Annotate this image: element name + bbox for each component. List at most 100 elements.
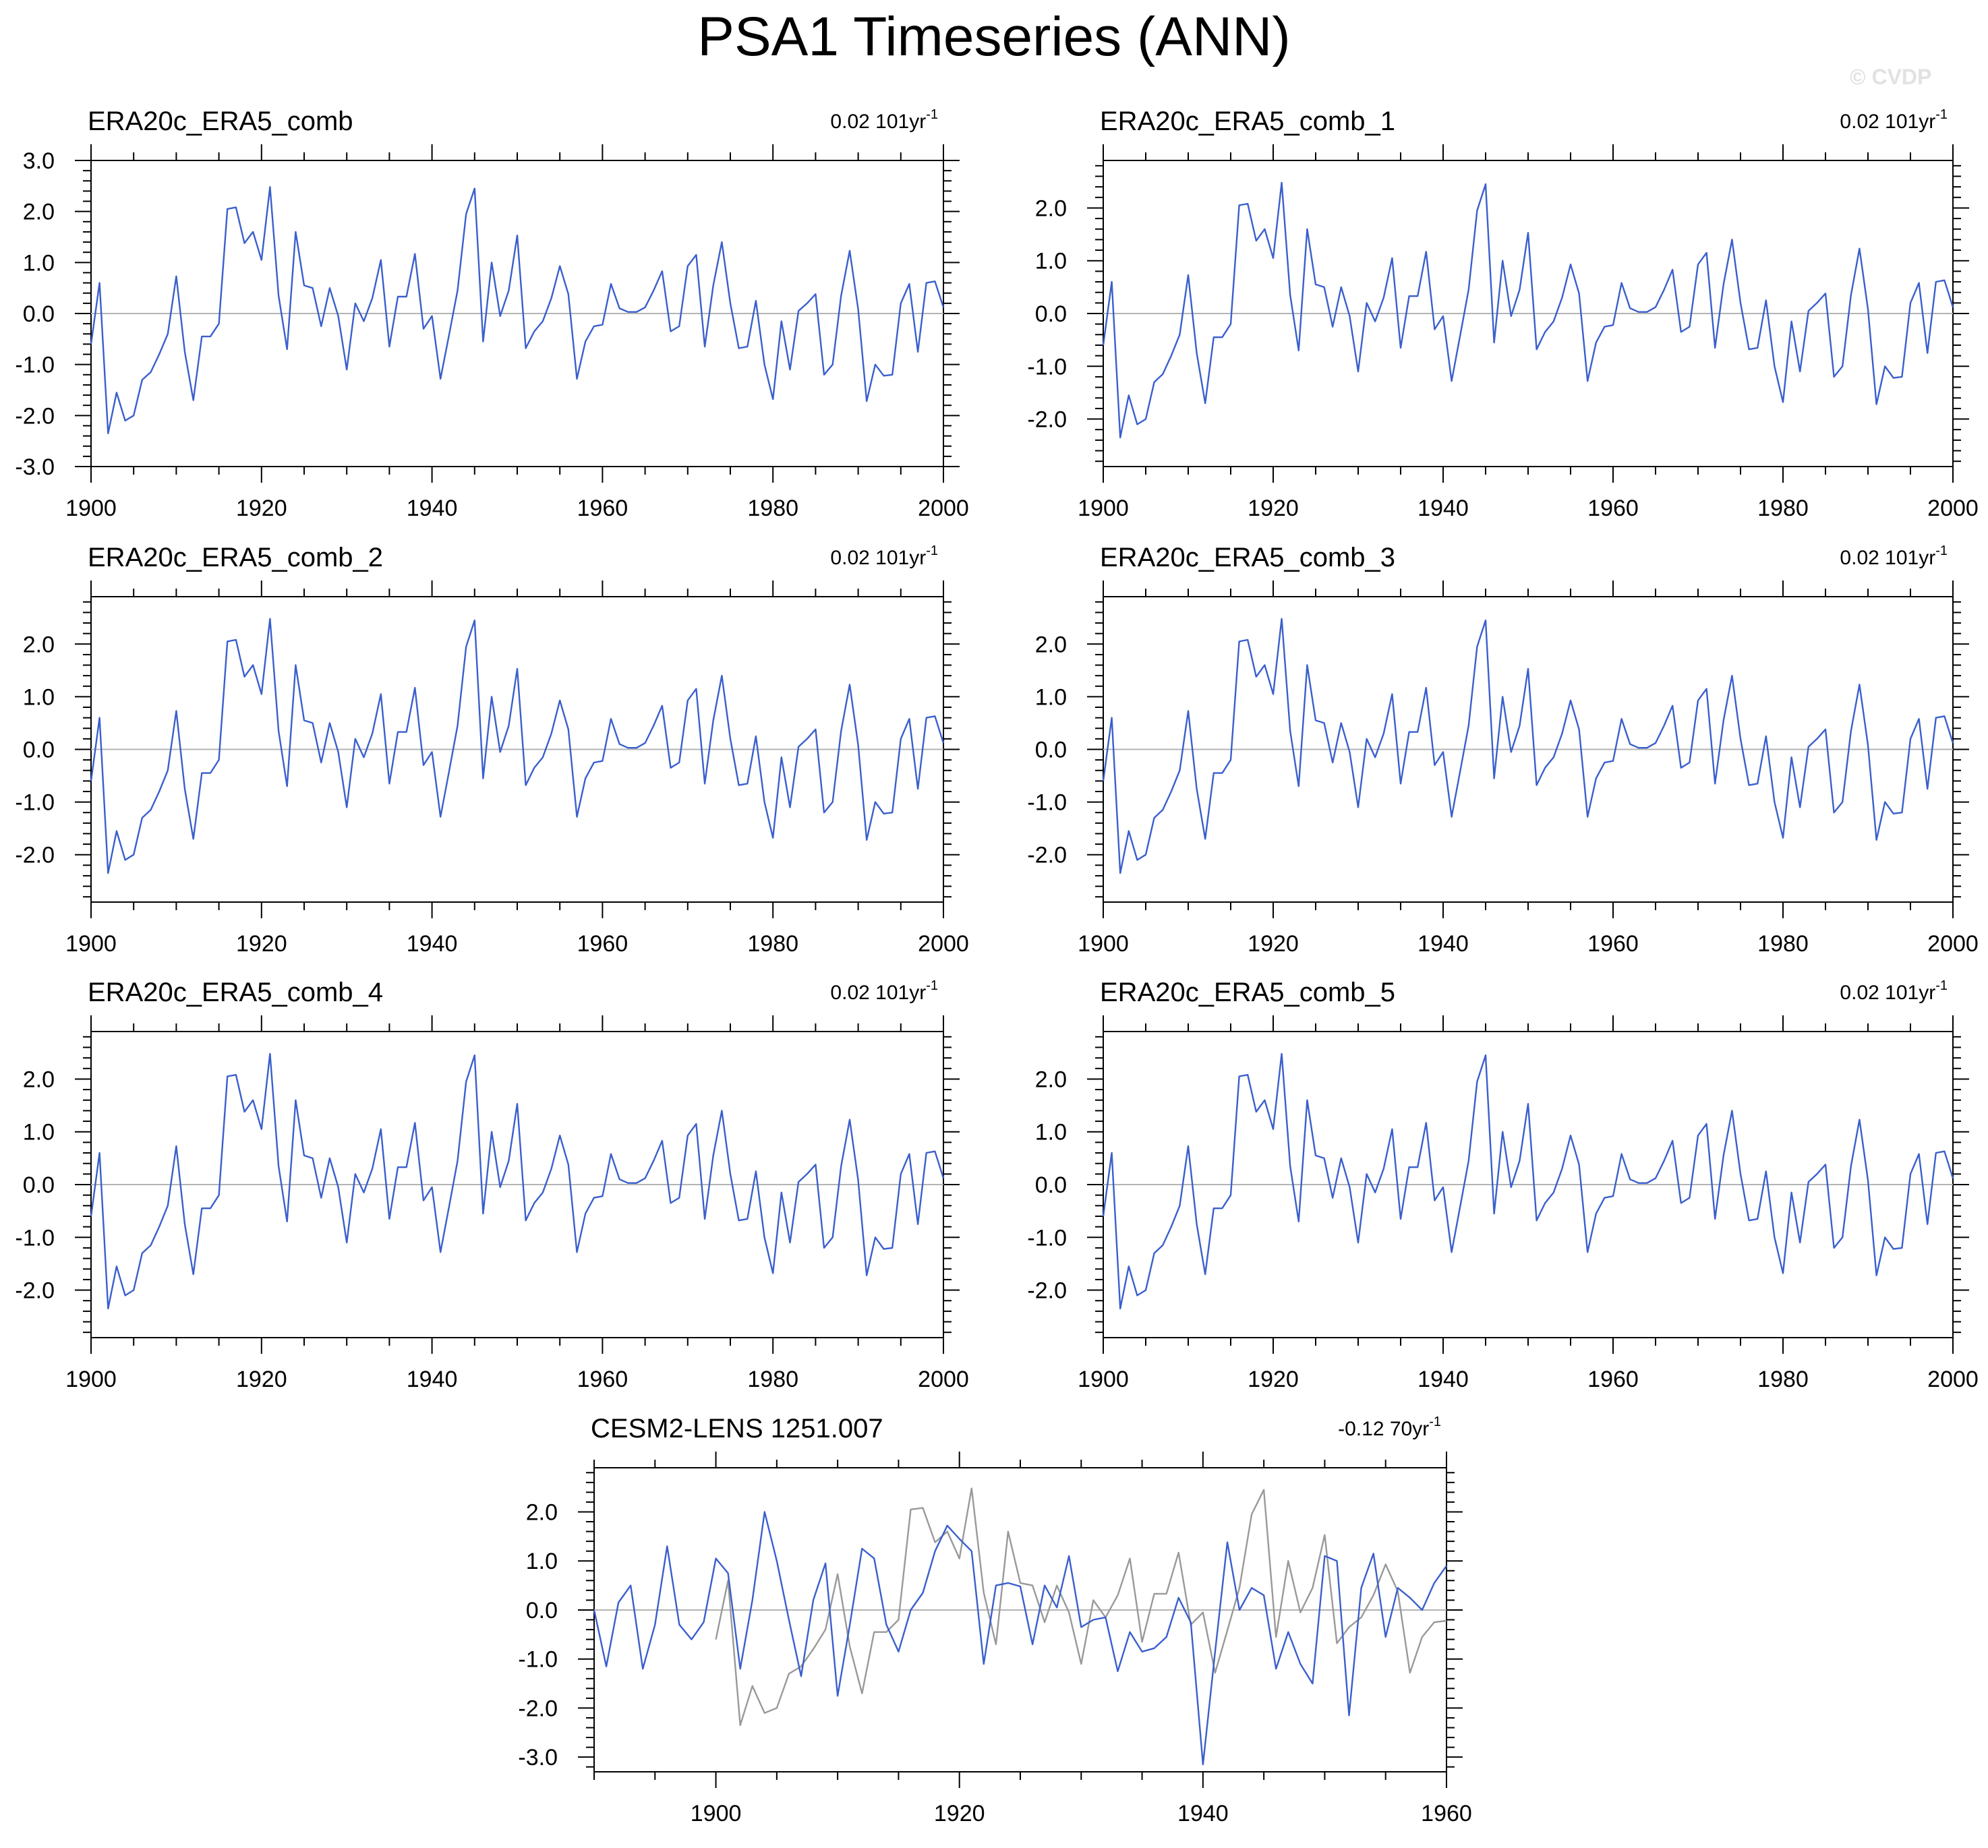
x-tick-label: 2000 [918, 1367, 969, 1392]
x-tick-label: 2000 [1927, 496, 1979, 521]
y-tick-label: 2.0 [526, 1499, 558, 1525]
page-title: PSA1 Timeseries (ANN) [697, 6, 1291, 67]
x-tick-label: 1900 [1078, 496, 1129, 521]
panel-title: ERA20c_ERA5_comb_3 [1100, 543, 1395, 572]
x-tick-label: 1920 [934, 1801, 985, 1826]
y-tick-label: -1.0 [15, 790, 55, 816]
trend-label: 0.02 101yr-1 [830, 543, 938, 569]
x-tick-label: 1940 [1417, 1367, 1469, 1392]
y-tick-label: -1.0 [15, 353, 55, 378]
y-tick-label: -1.0 [1027, 790, 1067, 816]
x-tick-label: 1960 [1587, 1367, 1639, 1392]
x-tick-label: 1960 [577, 931, 628, 957]
panel-title: ERA20c_ERA5_comb_4 [88, 978, 383, 1007]
series-line [1102, 618, 1954, 874]
chart-panel-6: 2.0 1.0 0.0 -1.0 -2.0 -3.0 1900 1920 1940 1960 CES… [518, 1414, 1471, 1826]
y-tick-label: 1.0 [526, 1549, 558, 1574]
x-tick-label: 1960 [1421, 1801, 1472, 1826]
x-tick-label: 1960 [1587, 496, 1639, 521]
x-tick-label: 1940 [407, 496, 458, 521]
x-tick-label: 1960 [1587, 931, 1639, 957]
y-tick-label: -1.0 [1027, 354, 1067, 380]
x-tick-label: 1980 [1757, 931, 1809, 957]
y-tick-label: 2.0 [23, 200, 55, 225]
x-tick-label: 1940 [1417, 931, 1469, 957]
trend-label: 0.02 101yr-1 [1840, 543, 1948, 569]
y-tick-label: 0.0 [23, 1172, 55, 1198]
y-tick-label: 2.0 [23, 632, 55, 657]
y-tick-label: -2.0 [15, 403, 55, 429]
x-tick-label: 1900 [1078, 1367, 1129, 1392]
x-tick-label: 1900 [65, 496, 117, 521]
y-tick-label: 1.0 [1035, 684, 1067, 710]
x-tick-label: 1980 [1757, 496, 1809, 521]
y-tick-label: -2.0 [1027, 407, 1067, 433]
y-tick-label: 2.0 [1035, 632, 1067, 657]
panel-title: ERA20c_ERA5_comb_1 [1100, 107, 1395, 136]
x-tick-label: 2000 [1927, 1367, 1979, 1392]
y-tick-label: 0.0 [1035, 1172, 1067, 1198]
trend-label: 0.02 101yr-1 [1840, 978, 1948, 1004]
series-line [90, 1052, 945, 1310]
y-tick-label: -1.0 [518, 1647, 558, 1673]
x-tick-label: 1980 [1757, 1367, 1809, 1392]
y-tick-label: -1.0 [15, 1225, 55, 1251]
y-tick-label: 1.0 [23, 250, 55, 276]
x-tick-label: 2000 [918, 496, 969, 521]
x-tick-label: 1940 [1417, 496, 1469, 521]
x-tick-label: 1960 [577, 1367, 628, 1392]
y-tick-label: -2.0 [15, 1278, 55, 1304]
x-tick-label: 1900 [691, 1801, 742, 1826]
y-tick-label: 1.0 [23, 1120, 55, 1145]
x-tick-label: 1940 [407, 931, 458, 957]
y-tick-label: -3.0 [518, 1745, 558, 1770]
series-line [593, 1511, 1447, 1766]
y-tick-label: -2.0 [1027, 843, 1067, 868]
y-tick-label: -3.0 [15, 454, 55, 480]
y-tick-label: 0.0 [1035, 301, 1067, 327]
y-tick-label: 2.0 [1035, 1067, 1067, 1092]
x-tick-label: 1900 [1078, 931, 1129, 957]
y-tick-label: 0.0 [1035, 738, 1067, 763]
x-tick-label: 1900 [65, 931, 117, 957]
x-tick-label: 1980 [747, 496, 798, 521]
trend-label: 0.02 101yr-1 [830, 978, 938, 1004]
panel-title: ERA20c_ERA5_comb [88, 107, 353, 136]
y-tick-label: 0.0 [526, 1598, 558, 1623]
y-tick-label: 0.0 [23, 301, 55, 327]
chart-panel-0: 3.0 2.0 1.0 0.0 -1.0 -2.0 -3.0 1900 1920 1940 1960… [15, 107, 968, 521]
panel-title: CESM2-LENS 1251.007 [591, 1414, 883, 1443]
chart-panel-4: 2.0 1.0 0.0 -1.0 -2.0 1900 1920 1940 1960 1980 200… [15, 978, 968, 1392]
y-tick-label: 3.0 [23, 148, 55, 174]
y-tick-label: 2.0 [23, 1067, 55, 1092]
x-tick-label: 1920 [236, 931, 287, 957]
chart-panel-5: 2.0 1.0 0.0 -1.0 -2.0 1900 1920 1940 1960 1980 200… [1027, 978, 1978, 1392]
x-tick-label: 1980 [747, 931, 798, 957]
obs-overlay-line [715, 1487, 1447, 1727]
series-line [90, 186, 945, 434]
trend-label: 0.02 101yr-1 [1840, 107, 1948, 133]
panel-title: ERA20c_ERA5_comb_2 [88, 543, 383, 572]
x-tick-label: 1940 [1177, 1801, 1229, 1826]
x-tick-label: 1980 [747, 1367, 798, 1392]
y-tick-label: 1.0 [1035, 1120, 1067, 1145]
y-tick-label: -2.0 [1027, 1278, 1067, 1304]
x-tick-label: 1920 [1248, 1367, 1299, 1392]
trend-label: 0.02 101yr-1 [830, 107, 938, 133]
x-tick-label: 2000 [1927, 931, 1979, 957]
x-tick-label: 1920 [236, 1367, 287, 1392]
panel-title: ERA20c_ERA5_comb_5 [1100, 978, 1395, 1007]
series-line [1102, 181, 1954, 439]
x-tick-label: 1940 [407, 1367, 458, 1392]
x-tick-label: 1920 [1248, 931, 1299, 957]
x-tick-label: 1960 [577, 496, 628, 521]
y-tick-label: 2.0 [1035, 196, 1067, 221]
x-tick-label: 2000 [918, 931, 969, 957]
series-line [1102, 1052, 1954, 1310]
cvdp-watermark: © CVDP [1850, 65, 1932, 89]
chart-panel-1: 2.0 1.0 0.0 -1.0 -2.0 1900 1920 1940 1960 1980 200… [1027, 107, 1978, 521]
y-tick-label: -2.0 [518, 1696, 558, 1721]
y-tick-label: 1.0 [1035, 249, 1067, 274]
trend-label: -0.12 70yr-1 [1338, 1414, 1441, 1440]
